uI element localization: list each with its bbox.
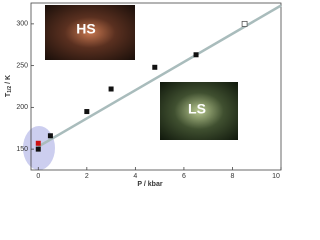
- point: [108, 86, 114, 92]
- point: [47, 133, 53, 139]
- page: HS LS P / kbar T1/2 / K 150 200 250 300 0 2 4 6…: [4, 2, 282, 188]
- chart: HS LS P / kbar T1/2 / K 150 200 250 300 0 2 4 6…: [5, 2, 282, 188]
- x-tick-label: 8: [231, 173, 235, 180]
- y-tick-label: 250: [16, 62, 28, 69]
- hs-label: HS: [76, 21, 95, 37]
- hs-photo: [45, 5, 135, 60]
- x-tick-label: 0: [36, 173, 40, 180]
- y-tick-label: 150: [16, 146, 28, 153]
- y-axis-label: T1/2 / K: [5, 75, 13, 97]
- x-tick-label: 4: [133, 173, 137, 180]
- y-label-main: T: [5, 92, 12, 97]
- y-label-sub: 1/2: [7, 86, 13, 93]
- point: [35, 140, 41, 146]
- ls-photo: [160, 82, 238, 140]
- x-tick-label: 10: [272, 173, 280, 180]
- y-tick-label: 200: [16, 104, 28, 111]
- x-tick-label: 6: [182, 173, 186, 180]
- point: [152, 64, 158, 70]
- point: [193, 52, 199, 58]
- x-tick-label: 2: [85, 173, 89, 180]
- x-axis-label: P / kbar: [137, 181, 162, 188]
- fit-line: [37, 4, 282, 148]
- point: [35, 146, 41, 152]
- y-label-unit: / K: [5, 75, 12, 86]
- y-tick-label: 300: [16, 21, 28, 28]
- frame: [30, 2, 282, 171]
- ls-label: LS: [188, 101, 206, 117]
- point: [241, 20, 248, 27]
- point: [84, 109, 90, 115]
